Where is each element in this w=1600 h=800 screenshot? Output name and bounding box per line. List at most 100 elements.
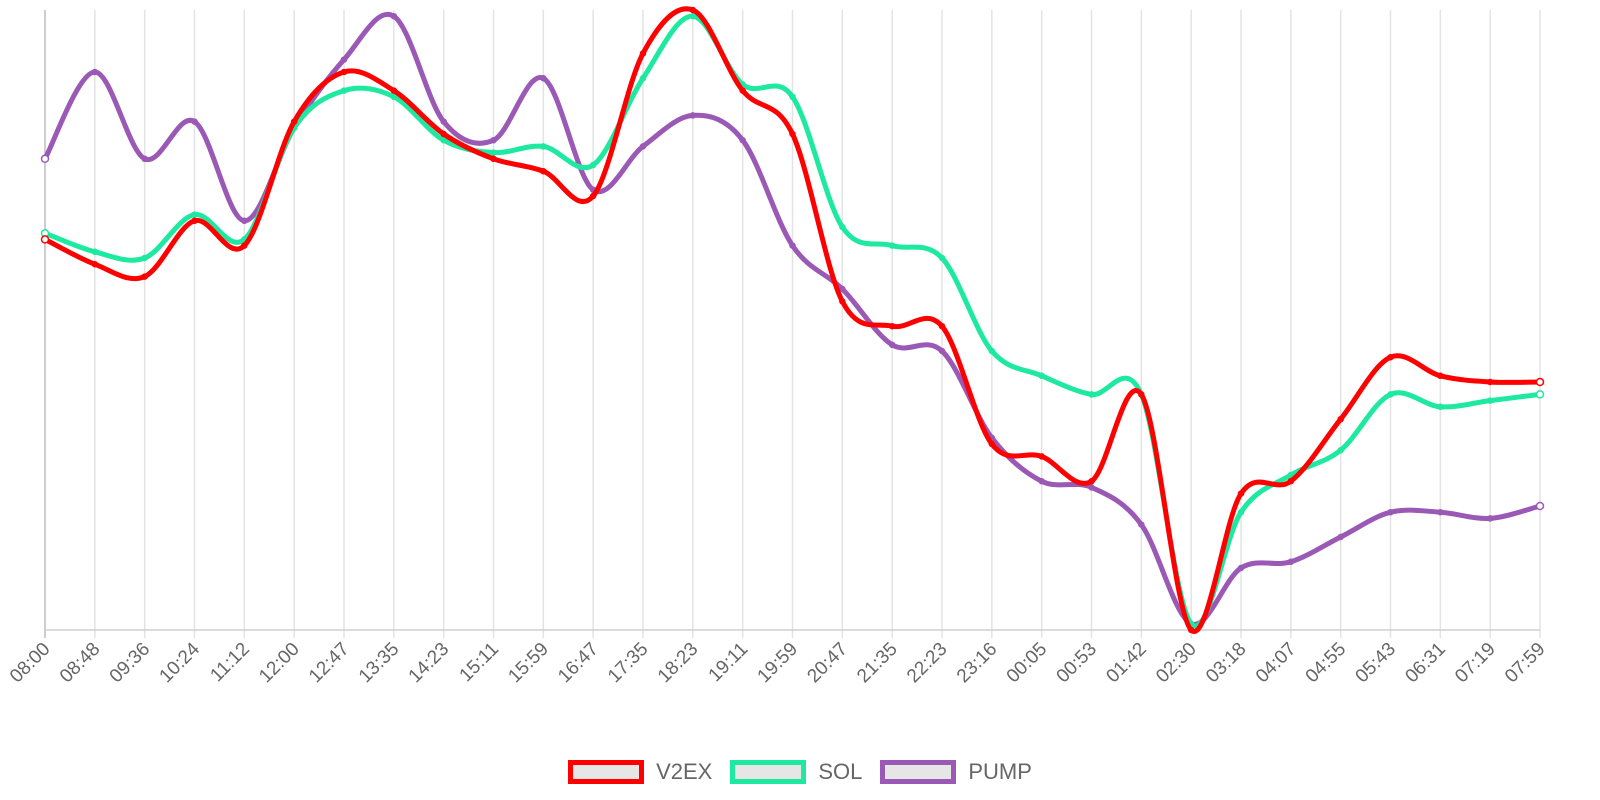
- data-point-pump[interactable]: [440, 118, 447, 125]
- data-point-sol[interactable]: [440, 136, 447, 144]
- data-point-sol[interactable]: [988, 347, 996, 355]
- data-point-v2ex[interactable]: [1038, 453, 1045, 460]
- data-point-sol[interactable]: [888, 242, 896, 249]
- data-point-pump[interactable]: [739, 136, 746, 144]
- data-point-v2ex[interactable]: [1138, 391, 1145, 398]
- data-point-pump[interactable]: [938, 347, 946, 355]
- data-point-sol[interactable]: [490, 149, 497, 156]
- data-point-v2ex[interactable]: [1088, 477, 1095, 485]
- data-point-v2ex[interactable]: [739, 87, 746, 94]
- data-point-v2ex[interactable]: [91, 260, 99, 268]
- data-point-pump[interactable]: [839, 285, 846, 293]
- data-point-v2ex[interactable]: [988, 440, 996, 448]
- data-point-pump[interactable]: [1387, 508, 1394, 516]
- data-point-sol[interactable]: [639, 74, 647, 82]
- data-point-sol[interactable]: [91, 248, 99, 256]
- data-point-v2ex[interactable]: [540, 167, 547, 175]
- data-point-sol[interactable]: [839, 223, 846, 231]
- data-point-v2ex[interactable]: [440, 130, 447, 138]
- x-tick-label: 00:05: [1003, 639, 1051, 687]
- data-point-sol[interactable]: [141, 254, 148, 262]
- data-point-pump[interactable]: [1437, 508, 1444, 516]
- data-point-sol[interactable]: [589, 161, 597, 169]
- data-point-pump[interactable]: [340, 56, 348, 63]
- x-tick-label: 17:35: [604, 639, 652, 687]
- data-point-v2ex[interactable]: [1535, 377, 1545, 387]
- data-point-sol[interactable]: [789, 93, 796, 101]
- data-point-v2ex[interactable]: [1437, 372, 1444, 380]
- data-point-sol[interactable]: [1387, 391, 1394, 398]
- data-point-sol[interactable]: [938, 254, 946, 262]
- data-point-v2ex[interactable]: [241, 242, 248, 249]
- data-point-sol[interactable]: [1535, 390, 1545, 399]
- data-point-v2ex[interactable]: [290, 118, 298, 125]
- data-point-pump[interactable]: [1287, 558, 1295, 566]
- data-point-v2ex[interactable]: [191, 217, 198, 225]
- x-tick-labels: 08:00 08:48 09:36 10:24 11:12 12:00 12:47 13:35…: [6, 638, 1549, 687]
- x-tick-label: 05:43: [1352, 639, 1400, 687]
- data-point-pump[interactable]: [91, 68, 99, 76]
- data-point-v2ex[interactable]: [888, 322, 896, 330]
- data-point-sol[interactable]: [390, 93, 398, 101]
- legend-item-sol[interactable]: SOL: [730, 759, 862, 785]
- data-point-sol[interactable]: [1088, 391, 1095, 398]
- data-point-v2ex[interactable]: [839, 298, 846, 305]
- data-point-sol[interactable]: [689, 12, 697, 20]
- data-point-pump[interactable]: [540, 74, 547, 82]
- x-tick-label: 19:11: [705, 639, 752, 686]
- data-point-pump[interactable]: [1088, 484, 1095, 491]
- data-point-pump[interactable]: [1038, 477, 1045, 485]
- data-point-pump[interactable]: [141, 155, 148, 163]
- data-point-v2ex[interactable]: [1486, 378, 1494, 386]
- x-tick-label: 09:36: [106, 639, 154, 687]
- data-point-sol[interactable]: [1038, 372, 1045, 380]
- data-point-sol[interactable]: [1287, 471, 1295, 479]
- chart-area: 08:00 08:48 09:36 10:24 11:12 12:00 12:47 13:35…: [6, 6, 1550, 687]
- legend: V2EX SOL PUMP: [0, 752, 1600, 792]
- x-tick-label: 07:19: [1451, 639, 1499, 687]
- data-point-v2ex[interactable]: [1337, 415, 1344, 423]
- data-point-sol[interactable]: [1337, 446, 1344, 454]
- legend-item-v2ex[interactable]: V2EX: [568, 759, 712, 785]
- data-point-v2ex[interactable]: [340, 68, 348, 76]
- data-point-pump[interactable]: [1237, 564, 1245, 572]
- data-point-pump[interactable]: [490, 136, 497, 144]
- data-point-v2ex[interactable]: [689, 6, 697, 14]
- x-tick-label: 21:35: [853, 639, 901, 687]
- legend-item-pump[interactable]: PUMP: [880, 759, 1032, 785]
- data-point-pump[interactable]: [40, 154, 50, 164]
- data-point-pump[interactable]: [191, 118, 198, 125]
- data-point-v2ex[interactable]: [490, 155, 497, 163]
- data-point-v2ex[interactable]: [141, 273, 148, 280]
- data-point-pump[interactable]: [1535, 501, 1545, 511]
- data-point-sol[interactable]: [1237, 508, 1245, 516]
- data-point-pump[interactable]: [390, 12, 398, 20]
- data-point-pump[interactable]: [1337, 533, 1344, 541]
- data-point-pump[interactable]: [241, 217, 248, 225]
- data-point-sol[interactable]: [1437, 403, 1444, 411]
- data-point-pump[interactable]: [888, 341, 896, 349]
- data-point-v2ex[interactable]: [1387, 353, 1394, 361]
- x-tick-label: 03:18: [1202, 639, 1250, 687]
- legend-swatch-sol: [730, 760, 807, 784]
- data-point-sol[interactable]: [1486, 397, 1494, 404]
- data-point-v2ex[interactable]: [1287, 477, 1295, 485]
- x-tick-label: 15:11: [456, 639, 503, 686]
- data-point-v2ex[interactable]: [639, 50, 647, 57]
- data-point-v2ex[interactable]: [589, 192, 597, 200]
- data-point-sol[interactable]: [540, 143, 547, 150]
- data-point-v2ex[interactable]: [789, 130, 796, 138]
- data-point-v2ex[interactable]: [938, 322, 946, 330]
- data-point-sol[interactable]: [340, 87, 348, 94]
- data-point-pump[interactable]: [1138, 521, 1145, 528]
- data-point-sol[interactable]: [191, 211, 198, 218]
- x-tick-label: 23:16: [953, 639, 1001, 687]
- data-point-pump[interactable]: [689, 112, 697, 119]
- data-point-pump[interactable]: [1486, 515, 1494, 522]
- data-point-v2ex[interactable]: [1237, 490, 1245, 497]
- data-point-v2ex[interactable]: [1187, 626, 1195, 634]
- data-point-v2ex[interactable]: [40, 235, 50, 244]
- data-point-pump[interactable]: [789, 242, 796, 249]
- data-point-pump[interactable]: [639, 143, 647, 150]
- data-point-v2ex[interactable]: [390, 87, 398, 94]
